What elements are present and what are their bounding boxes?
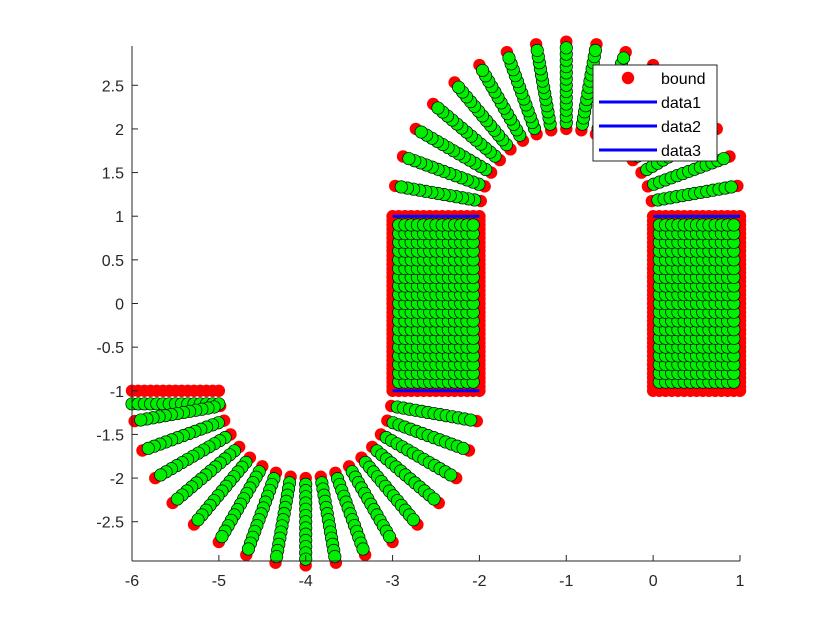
interior-point	[724, 180, 738, 194]
legend: bound data1 data2 data3	[592, 64, 718, 162]
interior-point	[456, 441, 470, 455]
interior-point	[215, 530, 229, 544]
y-tick-label: 0	[115, 297, 124, 314]
interior-point	[382, 530, 397, 544]
interior-point	[241, 542, 255, 556]
interior-point	[588, 43, 602, 57]
y-tick-label: 1	[115, 209, 124, 226]
axes: -6 -5 -4 -3 -2 -1 0 1 -2.5 -2 -1.5 -1 -0.5 0 0.5 1 1.5 2 2…	[96, 46, 745, 590]
x-tick-label: 1	[736, 573, 745, 590]
y-tick-label: -0.5	[96, 340, 124, 357]
y-tick-label: 1.5	[102, 166, 124, 183]
interior-point	[402, 152, 416, 166]
interior-point	[466, 218, 480, 232]
interior-point	[154, 468, 168, 482]
interior-point	[270, 550, 284, 564]
interior-point	[617, 51, 631, 65]
y-tick-label: -2.5	[96, 515, 124, 532]
interior-point	[394, 180, 408, 194]
interior-point	[475, 63, 490, 77]
interior-point	[717, 152, 731, 166]
interior-point	[452, 80, 466, 94]
y-tick-label: 2	[115, 122, 124, 139]
series-interior	[125, 41, 741, 566]
legend-box	[592, 64, 718, 162]
interior-point	[406, 513, 420, 527]
x-tick-label: -4	[299, 573, 313, 590]
interior-point	[414, 125, 428, 139]
interior-point	[431, 101, 445, 115]
legend-marker-bound	[621, 71, 635, 85]
x-tick-label: -3	[385, 573, 399, 590]
interior-point	[328, 550, 342, 564]
x-tick-label: -1	[559, 573, 573, 590]
x-tick-label: -5	[212, 573, 226, 590]
x-tick-label: -2	[472, 573, 486, 590]
bound-point	[212, 384, 226, 397]
y-tick-label: -1.5	[96, 427, 124, 444]
interior-point	[444, 468, 458, 482]
y-tick-label: -2	[110, 471, 124, 488]
y-tick-label: -1	[110, 384, 124, 401]
interior-point	[170, 492, 184, 506]
legend-label: bound	[661, 71, 706, 88]
interior-point	[134, 413, 148, 427]
interior-point	[727, 218, 741, 232]
plot-area	[125, 35, 747, 572]
interior-point	[191, 513, 205, 527]
interior-point	[502, 51, 516, 65]
interior-point	[427, 492, 441, 506]
interior-point	[464, 413, 478, 427]
interior-point	[141, 441, 155, 455]
interior-point	[356, 542, 370, 556]
x-tick-label: 0	[649, 573, 658, 590]
legend-label: data2	[661, 119, 701, 136]
legend-label: data1	[661, 95, 701, 112]
legend-label: data3	[661, 143, 701, 160]
x-tick-label: -6	[125, 573, 139, 590]
interior-point	[530, 43, 544, 57]
y-tick-label: 0.5	[102, 253, 124, 270]
interior-point	[559, 41, 573, 55]
y-tick-label: 2.5	[102, 78, 124, 95]
